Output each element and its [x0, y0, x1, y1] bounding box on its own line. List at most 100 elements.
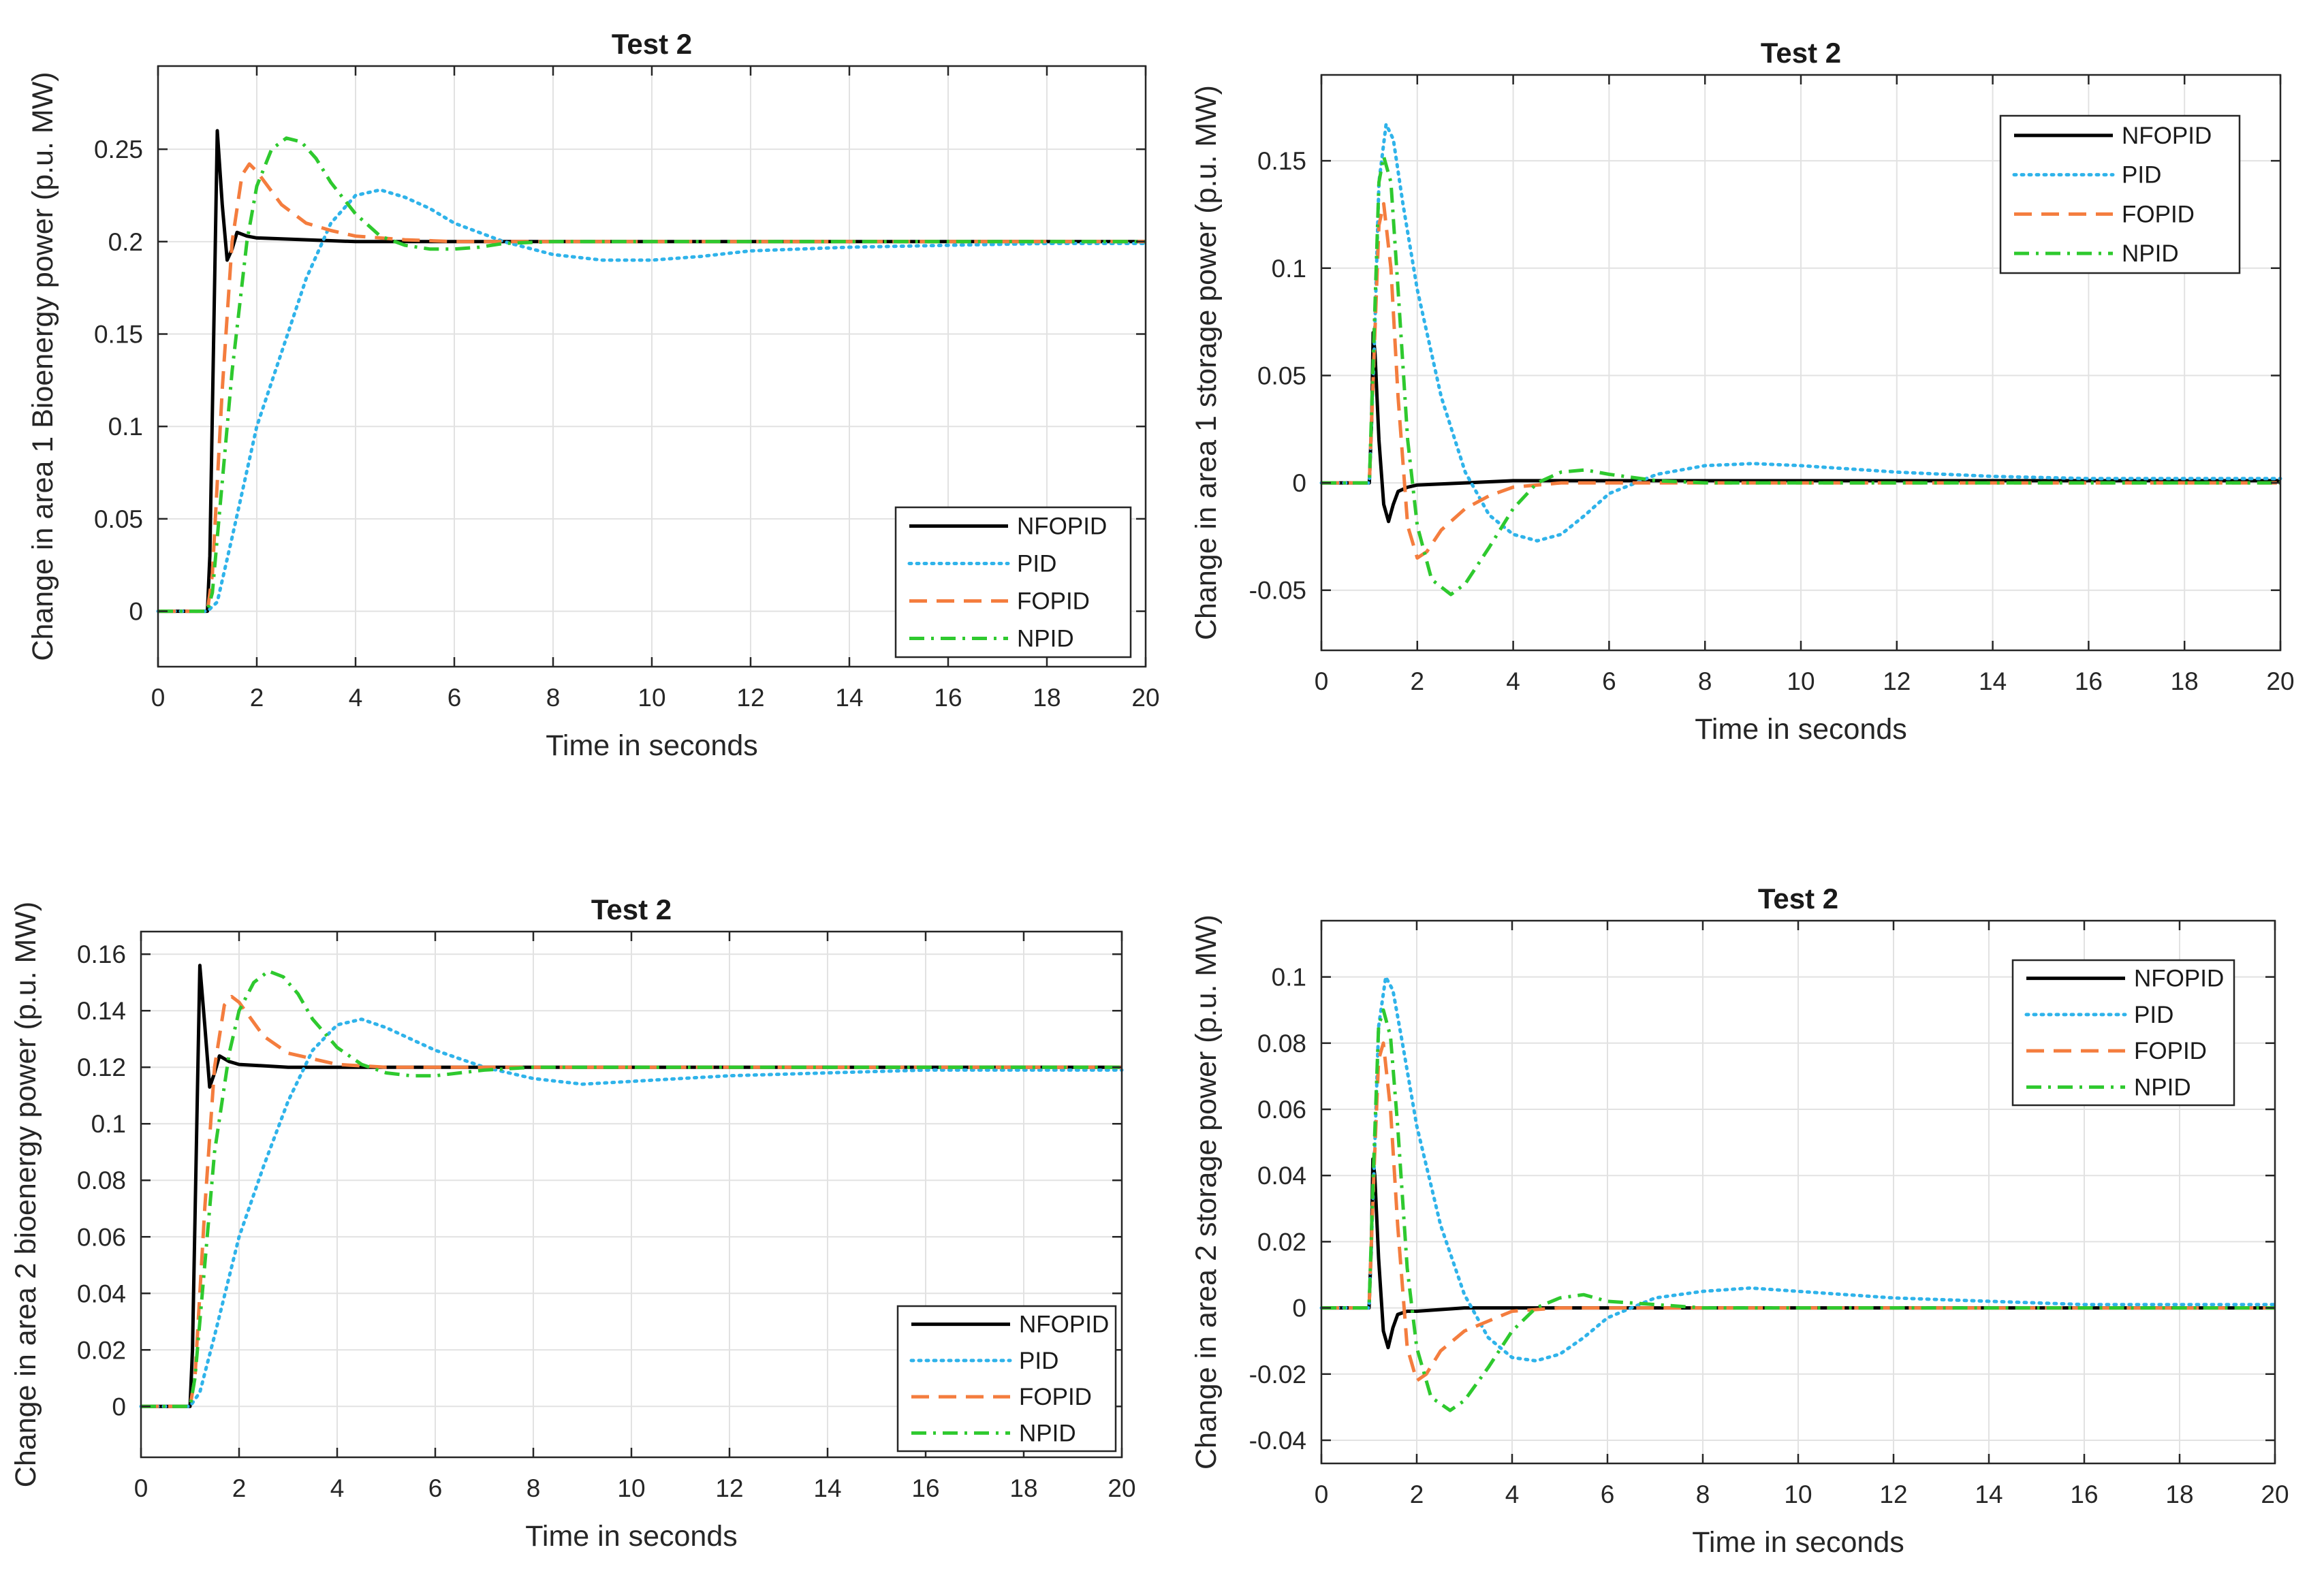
- x-tick-label: 4: [1505, 1480, 1520, 1508]
- legend-box: [2011, 959, 2235, 1107]
- x-tick-label: 6: [1601, 1480, 1615, 1508]
- legend-label-nfopid: NFOPID: [2134, 966, 2224, 992]
- x-tick-label: 16: [911, 1474, 939, 1502]
- series-line-npid: [1321, 155, 2280, 597]
- x-tick-label: 0: [1315, 667, 1329, 695]
- x-tick-label: 10: [617, 1474, 645, 1502]
- series-line-pid: [1319, 975, 2277, 1363]
- x-tick-label: 20: [1108, 1474, 1135, 1502]
- legend-label-fopid: FOPID: [1019, 1384, 1092, 1410]
- series-line-fopid: [141, 995, 1122, 1408]
- y-tick-label: 0.12: [77, 1053, 126, 1081]
- y-tick-label: 0: [1292, 1295, 1306, 1322]
- y-tick-label: 0.15: [94, 321, 143, 349]
- y-tick-label: 0.08: [77, 1167, 126, 1194]
- y-tick-label: 0: [129, 598, 143, 626]
- y-tick-label: 0.02: [77, 1336, 126, 1364]
- series-line-pid: [156, 188, 1148, 614]
- legend-label-nfopid: NFOPID: [2122, 123, 2212, 149]
- series-line-fopid: [158, 162, 1146, 614]
- y-tick-label: -0.04: [1249, 1427, 1306, 1455]
- legend-label-fopid: FOPID: [2134, 1038, 2207, 1064]
- x-tick-label: 18: [2171, 667, 2199, 695]
- y-tick-label: 0.06: [77, 1223, 126, 1251]
- y-axis-label: Change in area 1 Bioenergy power (p.u. M…: [27, 72, 59, 661]
- chart-title: Test 2: [1761, 37, 1841, 69]
- y-axis-label: Change in area 2 bioenergy power (p.u. M…: [10, 902, 42, 1487]
- y-tick-label: 0.25: [94, 136, 143, 163]
- y-tick-label: -0.05: [1249, 577, 1306, 605]
- y-tick-label: 0: [1292, 469, 1306, 497]
- y-tick-label: 0.1: [1272, 255, 1306, 283]
- y-tick-label: 0.1: [108, 413, 143, 441]
- legend: NFOPID PID FOPID NPID: [894, 506, 1132, 659]
- x-tick-label: 10: [1784, 1480, 1812, 1508]
- x-tick-label: 8: [546, 684, 561, 712]
- y-tick-label: 0.14: [77, 997, 126, 1025]
- series-line-npid: [1321, 1008, 2275, 1412]
- chart-panel-2: 0 2 4 6 8 10 12 14 16 18 20 -0.05 0 0.05 0.1 0.15 Test 2…: [1190, 37, 2295, 746]
- x-tick-label: 18: [2165, 1480, 2193, 1508]
- y-axis-label: Change in area 2 storage power (p.u. MW): [1190, 915, 1223, 1470]
- legend-label-pid: PID: [1017, 551, 1056, 577]
- chart-title: Test 2: [612, 28, 692, 60]
- x-tick-label: 10: [638, 684, 665, 712]
- x-tick-label: 6: [1602, 667, 1616, 695]
- x-tick-label: 18: [1033, 684, 1061, 712]
- x-tick-label: 10: [1787, 667, 1815, 695]
- x-tick-label: 4: [330, 1474, 345, 1502]
- y-tick-label: 0.2: [108, 228, 143, 256]
- chart-panel-1: 0 2 4 6 8 10 12 14 16 18 20 0 0.05 0.1 0.15 0.2 0.25 Test…: [27, 28, 1160, 762]
- chart-panel-3: 0 2 4 6 8 10 12 14 16 18 20 0 0.02 0.04 0.06 0.08 0.1 0.1…: [10, 893, 1136, 1553]
- legend-label-pid: PID: [1019, 1348, 1058, 1374]
- legend: NFOPID PID FOPID NPID: [896, 1305, 1117, 1453]
- legend-label-fopid: FOPID: [2122, 201, 2195, 227]
- y-tick-label: 0.05: [1257, 362, 1306, 390]
- legend-label-npid: NPID: [2122, 240, 2179, 267]
- legend-box: [1999, 114, 2241, 274]
- x-tick-label: 0: [151, 684, 166, 712]
- series-line-nfopid: [1321, 330, 2280, 524]
- y-tick-label: 0.16: [77, 940, 126, 968]
- x-tick-label: 12: [736, 684, 764, 712]
- x-tick-label: 18: [1009, 1474, 1037, 1502]
- series-line-pid: [139, 1017, 1124, 1408]
- x-axis-label: Time in seconds: [1692, 1526, 1904, 1559]
- legend-label-nfopid: NFOPID: [1019, 1312, 1109, 1338]
- x-tick-label: 14: [813, 1474, 841, 1502]
- y-tick-label: 0.06: [1257, 1096, 1306, 1124]
- chart-title: Test 2: [1758, 883, 1838, 915]
- x-tick-label: 2: [1411, 667, 1425, 695]
- x-axis-label: Time in seconds: [546, 729, 757, 762]
- x-axis-label: Time in seconds: [1695, 713, 1906, 746]
- x-tick-label: 16: [2070, 1480, 2098, 1508]
- x-tick-label: 0: [1315, 1480, 1329, 1508]
- x-tick-label: 2: [1410, 1480, 1424, 1508]
- chart-panel-4: 0 2 4 6 8 10 12 14 16 18 20 -0.04 -0.02 0 0.02 0.04 0.06…: [1190, 883, 2289, 1559]
- x-tick-label: 20: [2261, 1480, 2289, 1508]
- y-tick-label: 0.05: [94, 505, 143, 533]
- x-tick-label: 6: [447, 684, 462, 712]
- x-tick-label: 0: [134, 1474, 148, 1502]
- x-tick-label: 4: [1506, 667, 1520, 695]
- y-tick-label: 0.04: [1257, 1162, 1306, 1190]
- x-tick-label: 2: [232, 1474, 247, 1502]
- y-tick-label: 0: [112, 1393, 126, 1421]
- series-line-npid: [158, 136, 1146, 614]
- y-tick-label: 0.08: [1257, 1030, 1306, 1058]
- x-tick-label: 4: [349, 684, 363, 712]
- y-tick-label: -0.02: [1249, 1361, 1306, 1389]
- x-tick-label: 14: [1975, 1480, 2003, 1508]
- series-line-nfopid: [1321, 1157, 2275, 1350]
- x-tick-label: 16: [934, 684, 962, 712]
- x-tick-label: 20: [2266, 667, 2294, 695]
- x-tick-label: 20: [1131, 684, 1159, 712]
- y-tick-label: 0.04: [77, 1280, 126, 1307]
- y-tick-label: 0.1: [91, 1110, 126, 1138]
- legend-box: [894, 506, 1132, 659]
- legend-label-npid: NPID: [1017, 626, 1074, 652]
- legend-label-npid: NPID: [1019, 1420, 1076, 1446]
- series-line-fopid: [1321, 1041, 2275, 1382]
